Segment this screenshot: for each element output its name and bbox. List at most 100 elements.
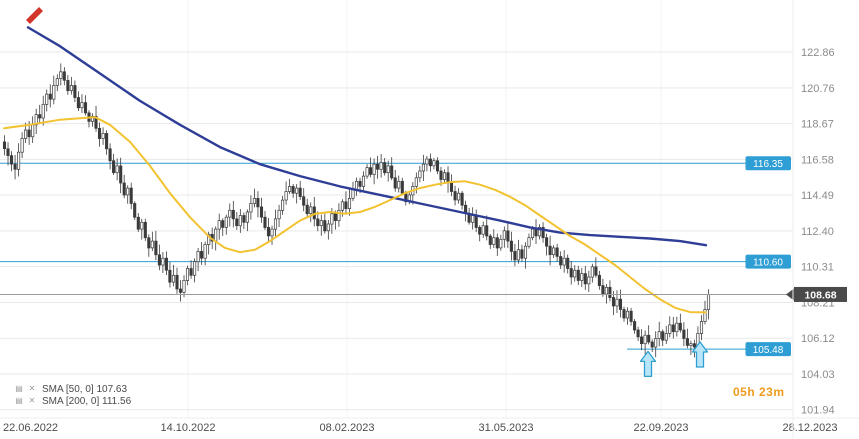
- candle-body: [358, 180, 362, 187]
- price-labels: 108.68 116.35 110.60 105.48: [745, 156, 847, 357]
- candle-body: [245, 211, 249, 223]
- candle-body: [80, 102, 84, 109]
- candle-body: [488, 235, 492, 245]
- candle-body: [277, 209, 281, 220]
- candle-body: [249, 203, 253, 213]
- candle-body: [31, 124, 35, 138]
- candle-body: [291, 186, 295, 194]
- candle-body: [513, 251, 517, 261]
- candle-body: [530, 228, 535, 238]
- y-axis-label: 101.94: [801, 405, 835, 417]
- candle-body: [559, 256, 563, 266]
- candle-body: [45, 93, 49, 105]
- level-label-text: 105.48: [753, 345, 784, 356]
- candle-body: [196, 251, 200, 263]
- candle-body: [38, 114, 42, 119]
- axes: 122.86 120.76 118.67 116.58 114.49 112.40 110.…: [3, 47, 838, 434]
- candle-body: [516, 249, 520, 261]
- candle-body: [601, 285, 605, 295]
- candle-body: [263, 216, 267, 228]
- candle-body: [576, 269, 580, 281]
- candle-body: [643, 334, 647, 345]
- candle-body: [2, 141, 7, 150]
- candle-body: [566, 257, 570, 269]
- candle-body: [238, 215, 242, 227]
- sma50-line: [3, 116, 707, 314]
- last-price-label[interactable]: [794, 286, 847, 302]
- up-arrow-icon[interactable]: [639, 350, 657, 378]
- candle-body: [207, 233, 211, 245]
- candle-body: [650, 341, 654, 348]
- candle-body: [664, 333, 668, 341]
- candle-body: [122, 182, 126, 196]
- candle-body: [689, 343, 693, 346]
- sma50-settings-icon[interactable]: ▤: [15, 384, 23, 393]
- candle-body: [555, 247, 559, 257]
- level-label[interactable]: [745, 342, 792, 357]
- candle-body: [344, 201, 348, 209]
- candle-body: [133, 203, 137, 218]
- candle-body: [495, 237, 499, 249]
- candle-body: [319, 220, 323, 227]
- candle-body: [150, 240, 154, 249]
- candle-body: [13, 163, 17, 170]
- x-axis-label: 28.12.2023: [782, 422, 837, 434]
- candle-body: [94, 115, 98, 129]
- candle-body: [618, 298, 623, 310]
- candle-body: [295, 187, 299, 194]
- candle-body: [143, 221, 147, 239]
- candle-body: [400, 180, 404, 194]
- candle-body: [608, 286, 612, 298]
- x-axis-label: 22.06.2022: [3, 422, 58, 434]
- candle-body: [523, 245, 528, 259]
- candle-body: [485, 225, 489, 237]
- candle-body: [323, 220, 327, 232]
- candle-body: [55, 78, 59, 86]
- candle-body: [583, 273, 587, 285]
- indicator-lines: [3, 26, 708, 314]
- level-label[interactable]: [745, 254, 792, 269]
- candle-body: [502, 230, 506, 240]
- candle-body: [83, 102, 88, 114]
- candle-body: [499, 239, 503, 249]
- candle-body: [573, 269, 577, 278]
- candle-body: [481, 225, 485, 235]
- candle-body: [390, 165, 394, 179]
- candle-body: [266, 227, 271, 237]
- candle-body: [154, 240, 158, 256]
- sma50-remove-icon[interactable]: ✕: [28, 384, 36, 393]
- candle-body: [361, 175, 366, 187]
- up-arrow-icon[interactable]: [691, 341, 709, 368]
- candle-body: [193, 261, 197, 276]
- level-label[interactable]: [745, 156, 792, 171]
- candle-body: [52, 85, 56, 100]
- candle-body: [580, 273, 584, 281]
- candle-body: [62, 71, 66, 81]
- candle-body: [647, 334, 651, 343]
- y-axis-label: 104.03: [801, 369, 835, 381]
- candle-body: [492, 237, 496, 245]
- annotations: [639, 341, 709, 378]
- sma200-line: [26, 26, 708, 247]
- y-axis-label: 118.67: [801, 119, 834, 131]
- candle-body: [365, 167, 369, 177]
- sma200-remove-icon[interactable]: ✕: [28, 396, 36, 405]
- candle-body: [428, 158, 432, 167]
- candle-body: [432, 160, 436, 167]
- sma200-legend-label: SMA [200, 0] 111.56: [42, 395, 132, 407]
- candle-body: [231, 209, 235, 220]
- candle-body: [161, 257, 165, 266]
- sma50-legend-label: SMA [50, 0] 107.63: [42, 383, 128, 395]
- candle-body: [414, 177, 418, 187]
- candle-body: [326, 223, 330, 232]
- candle-body: [76, 97, 80, 109]
- candle-body: [629, 310, 633, 322]
- candle-body: [298, 187, 302, 197]
- y-axis-label: 114.49: [801, 190, 834, 202]
- candle-body: [316, 218, 320, 227]
- sma200-settings-icon[interactable]: ▤: [15, 396, 23, 405]
- candle-body: [372, 163, 376, 175]
- candle-body: [112, 160, 116, 174]
